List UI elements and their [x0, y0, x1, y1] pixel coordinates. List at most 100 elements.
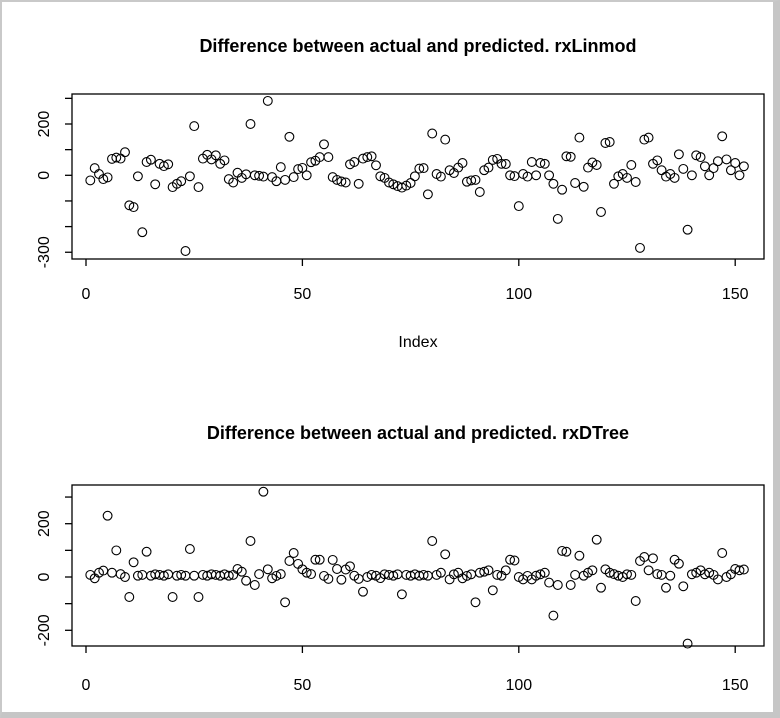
data-point [574, 550, 585, 561]
y-tick-label: 200 [36, 510, 53, 537]
y-tick-label: 0 [36, 171, 53, 180]
data-point [193, 592, 204, 602]
plot-title-rxdtree: Difference between actual and predicted.… [207, 423, 629, 443]
data-point [145, 154, 156, 165]
data-point [622, 172, 632, 183]
data-point [561, 546, 572, 557]
data-point [669, 172, 680, 183]
data-point [388, 570, 399, 581]
y-tick-label: -200 [36, 614, 53, 646]
x-tick-label: 50 [294, 677, 312, 694]
data-point [258, 486, 269, 497]
data-point [539, 158, 550, 169]
data-point [98, 174, 109, 185]
data-point [137, 227, 148, 238]
data-point [673, 149, 684, 160]
plots-canvas: Difference between actual and predicted.… [36, 36, 765, 694]
data-point [189, 570, 200, 581]
data-point [236, 566, 247, 577]
data-point [448, 569, 459, 580]
data-point [630, 596, 641, 606]
data-point [284, 131, 295, 142]
data-point [466, 175, 477, 186]
data-point [531, 170, 542, 181]
data-point [548, 610, 559, 621]
data-point [418, 569, 429, 580]
data-point [128, 557, 139, 568]
data-point [301, 567, 312, 578]
data-point [150, 179, 161, 190]
data-point [604, 137, 615, 147]
data-point [284, 556, 295, 566]
data-point [734, 170, 745, 181]
data-point [604, 567, 615, 578]
data-point [353, 178, 364, 189]
data-point [280, 174, 291, 185]
data-point [661, 582, 671, 593]
data-point [738, 161, 749, 172]
data-point [544, 577, 555, 588]
data-point [487, 585, 498, 596]
data-point [565, 151, 576, 162]
data-point [565, 580, 576, 590]
data-point [176, 569, 187, 580]
data-point [483, 162, 494, 173]
data-point [120, 572, 130, 582]
data-point [306, 569, 317, 580]
data-point [686, 170, 697, 181]
data-point [306, 157, 317, 168]
data-point [124, 200, 135, 211]
data-point [500, 565, 511, 576]
data-point [682, 638, 693, 649]
data-point [648, 553, 658, 564]
data-point [124, 592, 135, 602]
data-point [245, 119, 256, 129]
data-point [552, 580, 563, 590]
data-point [622, 569, 632, 580]
x-axis-label-index: Index [398, 334, 437, 351]
x-tick-label: 50 [294, 286, 312, 303]
data-point [102, 510, 113, 521]
data-point [591, 534, 602, 545]
data-point [184, 171, 195, 182]
data-point [396, 589, 407, 600]
data-point [275, 569, 286, 580]
data-point [695, 152, 706, 163]
data-point [332, 564, 342, 574]
data-point [158, 570, 169, 581]
data-point [288, 548, 299, 558]
data-point [180, 246, 191, 256]
data-point [652, 569, 663, 580]
data-point [708, 163, 719, 174]
data-point [505, 170, 516, 181]
data-point [362, 152, 373, 163]
data-point [505, 554, 516, 565]
data-point [673, 558, 684, 569]
data-point [609, 569, 619, 580]
data-point [418, 163, 429, 174]
data-point [643, 565, 654, 576]
data-point [717, 548, 728, 558]
data-point [557, 184, 568, 195]
data-point [578, 181, 589, 192]
data-point [193, 182, 204, 193]
data-point [358, 586, 368, 597]
plot-frame [71, 484, 765, 647]
data-point [319, 139, 329, 150]
data-point [427, 536, 438, 546]
data-point [479, 566, 490, 577]
data-point [128, 202, 139, 213]
data-point [388, 179, 399, 190]
data-point [557, 545, 568, 556]
data-point [132, 171, 143, 182]
data-point [535, 158, 546, 168]
data-point [474, 187, 485, 197]
data-point [738, 564, 749, 575]
data-point [678, 581, 689, 592]
data-point [375, 171, 386, 182]
data-point [310, 554, 321, 565]
data-point [223, 570, 234, 581]
data-point [544, 170, 555, 181]
data-point [717, 131, 728, 142]
data-point [712, 156, 723, 167]
